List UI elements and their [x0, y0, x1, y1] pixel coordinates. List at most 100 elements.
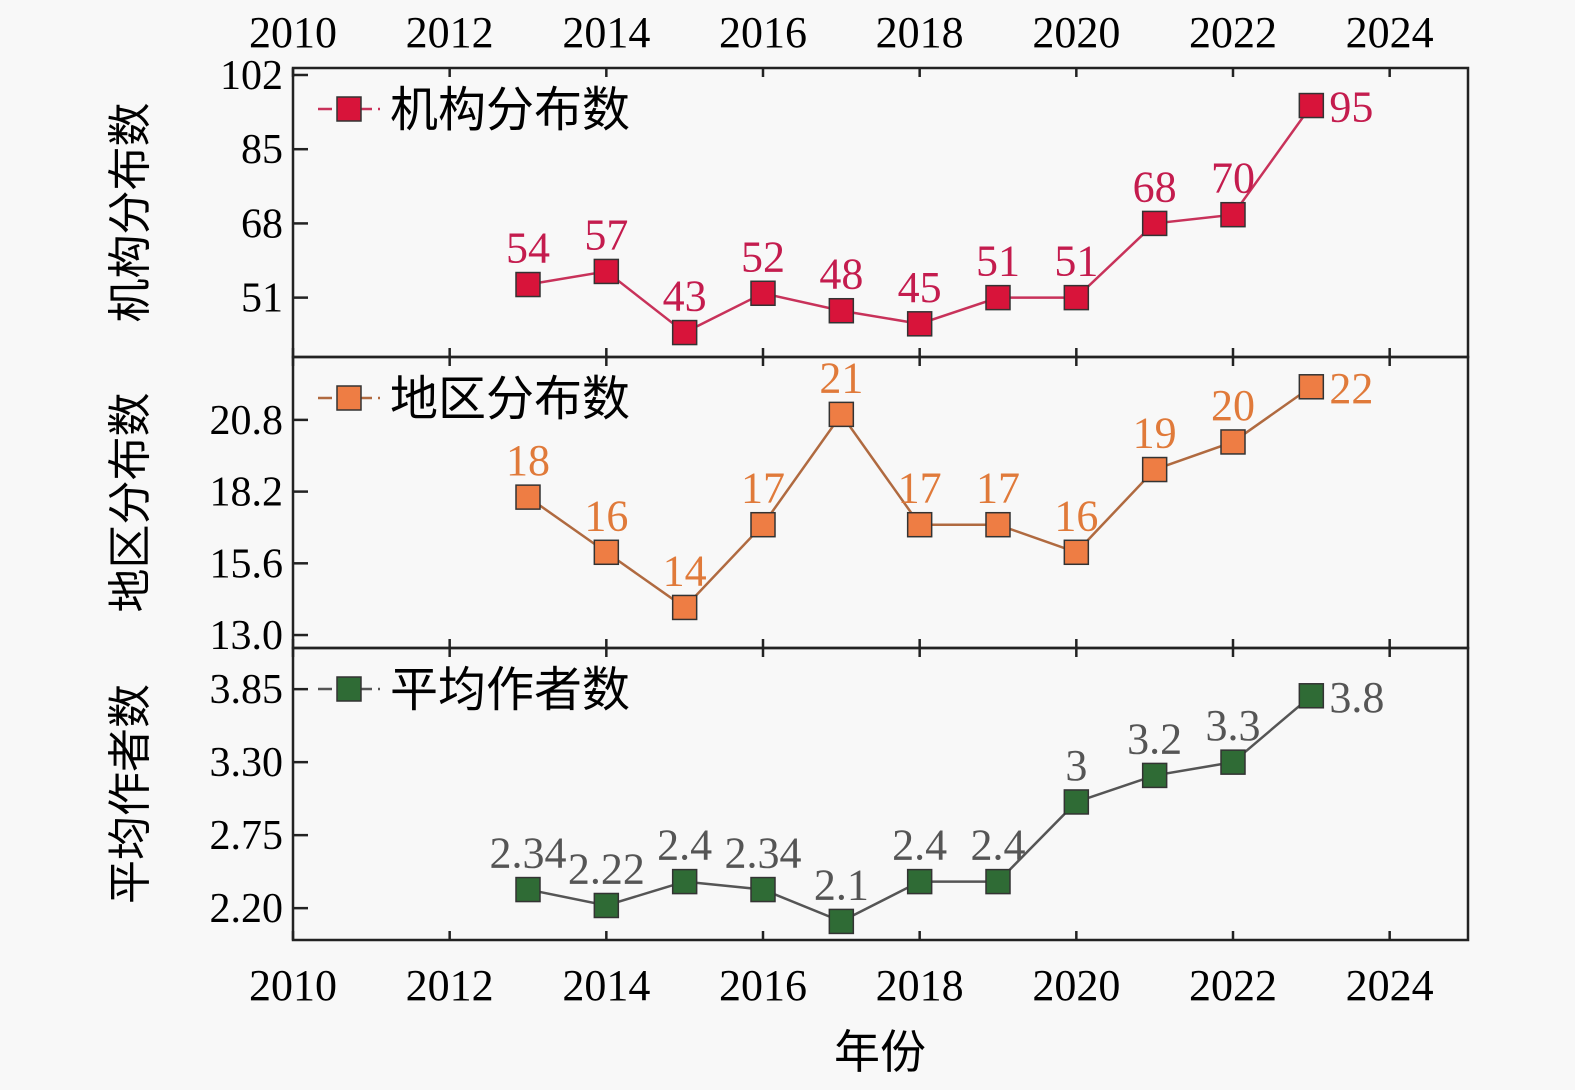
- data-point: [985, 511, 1011, 538]
- data-point: [1298, 92, 1325, 119]
- x-tick-label-bottom: 2012: [406, 961, 494, 1010]
- y-axis-label: 机构分布数: [106, 103, 155, 323]
- panel-frame: [291, 646, 1470, 942]
- y-tick-label: 51: [241, 276, 283, 322]
- x-tick-label-bottom: 2022: [1189, 961, 1277, 1010]
- data-label: 2.34: [490, 829, 567, 878]
- data-label: 18: [506, 436, 550, 485]
- x-tick-label-top: 2016: [719, 8, 807, 57]
- data-label: 19: [1133, 409, 1177, 458]
- data-label: 21: [819, 353, 863, 402]
- data-label: 17: [976, 464, 1020, 513]
- data-label: 52: [741, 232, 785, 281]
- x-tick-label-top: 2012: [406, 8, 494, 57]
- data-point: [671, 319, 698, 346]
- legend-marker: [336, 676, 362, 702]
- data-point: [906, 868, 933, 895]
- data-point: [593, 258, 620, 285]
- data-point: [515, 271, 541, 298]
- data-label: 20: [1211, 381, 1255, 430]
- x-tick-label-bottom: 2018: [876, 961, 964, 1010]
- data-point: [593, 539, 620, 566]
- data-label: 57: [584, 210, 628, 259]
- y-axis-label: 地区分布数: [106, 393, 155, 613]
- data-label: 68: [1133, 162, 1177, 211]
- legend-label: 机构分布数: [390, 84, 630, 137]
- data-label: 2.22: [568, 844, 645, 893]
- data-point: [1063, 539, 1090, 566]
- legend-label: 地区分布数: [390, 373, 630, 426]
- data-point: [985, 284, 1011, 311]
- y-tick-label: 18.2: [210, 470, 284, 516]
- x-tick-label-top: 2010: [249, 8, 337, 57]
- data-label: 2.34: [725, 829, 802, 878]
- y-tick-label: 3.85: [210, 667, 284, 713]
- y-tick-label: 15.6: [210, 541, 284, 587]
- legend-label: 平均作者数: [390, 664, 630, 717]
- y-tick-label: 85: [241, 127, 283, 173]
- y-tick-label: 20.8: [210, 398, 284, 444]
- data-point: [515, 484, 541, 510]
- data-label: 51: [1054, 237, 1098, 286]
- data-point: [1063, 789, 1090, 815]
- data-point: [828, 297, 855, 324]
- x-tick-label-bottom: 2014: [562, 961, 650, 1010]
- data-label: 43: [663, 272, 707, 321]
- data-point: [1141, 210, 1168, 237]
- data-label: 3.3: [1206, 701, 1261, 750]
- data-point: [985, 868, 1011, 895]
- data-point: [671, 868, 698, 895]
- x-axis-label: 年份: [834, 1027, 926, 1078]
- x-tick-label-top: 2022: [1189, 8, 1277, 57]
- legend-marker: [336, 385, 362, 411]
- y-axis-label: 平均作者数: [106, 684, 155, 904]
- data-point: [1220, 749, 1246, 775]
- x-tick-label-top: 2020: [1032, 8, 1120, 57]
- data-label: 45: [898, 263, 942, 312]
- data-label: 16: [584, 491, 628, 540]
- data-point: [1220, 201, 1246, 228]
- data-point: [1298, 683, 1325, 709]
- x-tick-label-top: 2024: [1346, 8, 1434, 57]
- data-point: [906, 511, 933, 538]
- data-label: 2.4: [657, 821, 712, 870]
- y-tick-label: 13.0: [210, 613, 284, 659]
- data-point: [1298, 374, 1325, 400]
- data-point: [1063, 284, 1090, 311]
- y-tick-label: 102: [220, 53, 283, 99]
- data-point: [515, 876, 541, 903]
- y-tick-label: 2.75: [210, 813, 284, 859]
- data-label: 22: [1329, 364, 1373, 413]
- y-tick-label: 68: [241, 201, 283, 247]
- y-tick-label: 2.20: [210, 886, 284, 932]
- x-tick-label-top: 2014: [562, 8, 650, 57]
- data-label: 70: [1211, 154, 1255, 203]
- data-point: [593, 892, 620, 919]
- x-tick-label-bottom: 2020: [1032, 961, 1120, 1010]
- data-label: 17: [898, 464, 942, 513]
- data-point: [671, 594, 698, 621]
- data-label: 14: [663, 546, 707, 595]
- legend-marker: [336, 96, 362, 122]
- data-label: 54: [506, 224, 550, 273]
- x-tick-label-top: 2018: [876, 8, 964, 57]
- data-point: [1220, 429, 1246, 455]
- data-point: [1141, 762, 1168, 789]
- data-label: 16: [1054, 491, 1098, 540]
- data-point: [828, 401, 855, 428]
- data-label: 3: [1065, 741, 1087, 790]
- data-label: 48: [819, 250, 863, 299]
- data-point: [750, 876, 776, 903]
- x-tick-label-bottom: 2010: [249, 961, 337, 1010]
- data-point: [828, 908, 855, 935]
- data-label: 2.1: [814, 860, 869, 909]
- x-tick-label-bottom: 2016: [719, 961, 807, 1010]
- data-label: 51: [976, 237, 1020, 286]
- data-label: 2.4: [892, 821, 947, 870]
- data-label: 3.2: [1127, 714, 1182, 763]
- data-point: [906, 311, 933, 337]
- x-tick-label-bottom: 2024: [1346, 961, 1434, 1010]
- data-label: 3.8: [1329, 673, 1384, 722]
